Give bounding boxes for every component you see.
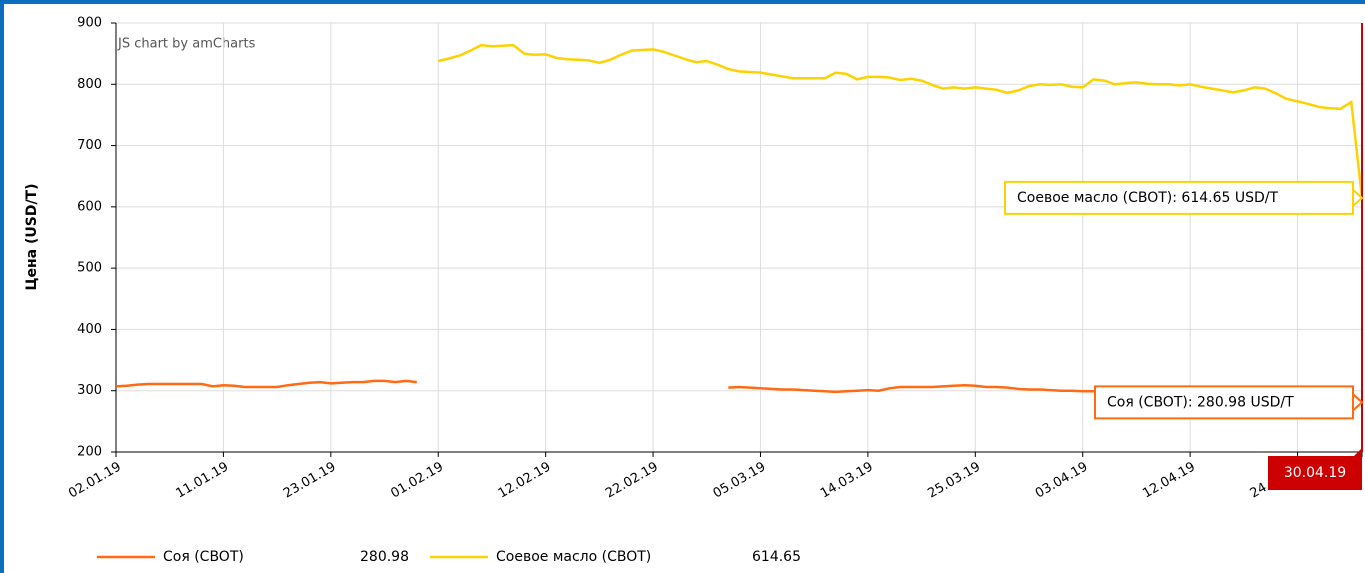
y-tick-label: 400 — [77, 322, 102, 337]
y-tick-label: 500 — [77, 261, 102, 276]
cursor-label-box — [1268, 456, 1362, 490]
cursor-pointer — [1354, 448, 1362, 456]
y-axis-label: Цена (USD/T) — [24, 183, 40, 290]
frame-top — [0, 0, 1365, 4]
x-tick-label: 01.02.19 — [388, 460, 446, 502]
frame-left — [0, 0, 4, 573]
balloon-box — [1004, 180, 1354, 215]
x-tick-label: 14.03.19 — [818, 460, 876, 502]
x-tick-label: 12.04.19 — [1140, 460, 1198, 502]
y-tick-label: 800 — [77, 77, 102, 92]
balloon-text: Соевое масло (CBOT): 614.65 USD/T — [1017, 190, 1278, 206]
cursor-label: 30.04.19 — [1284, 465, 1346, 481]
x-tick-label: 22.02.19 — [603, 460, 661, 502]
y-tick-label: 300 — [77, 383, 102, 398]
y-tick-label: 900 — [77, 16, 102, 31]
balloon-text: Соя (CBOT): 280.98 USD/T — [1107, 394, 1294, 410]
x-tick-label: 23.01.19 — [281, 460, 339, 502]
legend-value: 280.98 — [360, 549, 409, 565]
series-line — [115, 379, 417, 389]
legend-label: Соевое масло (CBOT) — [496, 549, 651, 565]
legend-value: 614.65 — [752, 549, 801, 565]
y-tick-label: 200 — [77, 445, 102, 460]
credit: JS chart by amCharts — [117, 37, 256, 52]
y-tick-label: 600 — [77, 199, 102, 214]
x-tick-label: 12.02.19 — [496, 460, 554, 502]
x-tick-label: 02.01.19 — [66, 460, 124, 502]
x-tick-label: 25.03.19 — [925, 460, 983, 502]
balloon-pointer — [1352, 392, 1364, 413]
x-tick-label: 05.03.19 — [711, 460, 769, 502]
y-tick-label: 700 — [77, 138, 102, 153]
balloon-pointer — [1352, 187, 1364, 209]
x-tick-label: 03.04.19 — [1033, 460, 1091, 502]
x-tick-label: 11.01.19 — [174, 460, 232, 502]
legend-label: Соя (CBOT) — [163, 549, 244, 565]
series-line — [437, 43, 1364, 199]
